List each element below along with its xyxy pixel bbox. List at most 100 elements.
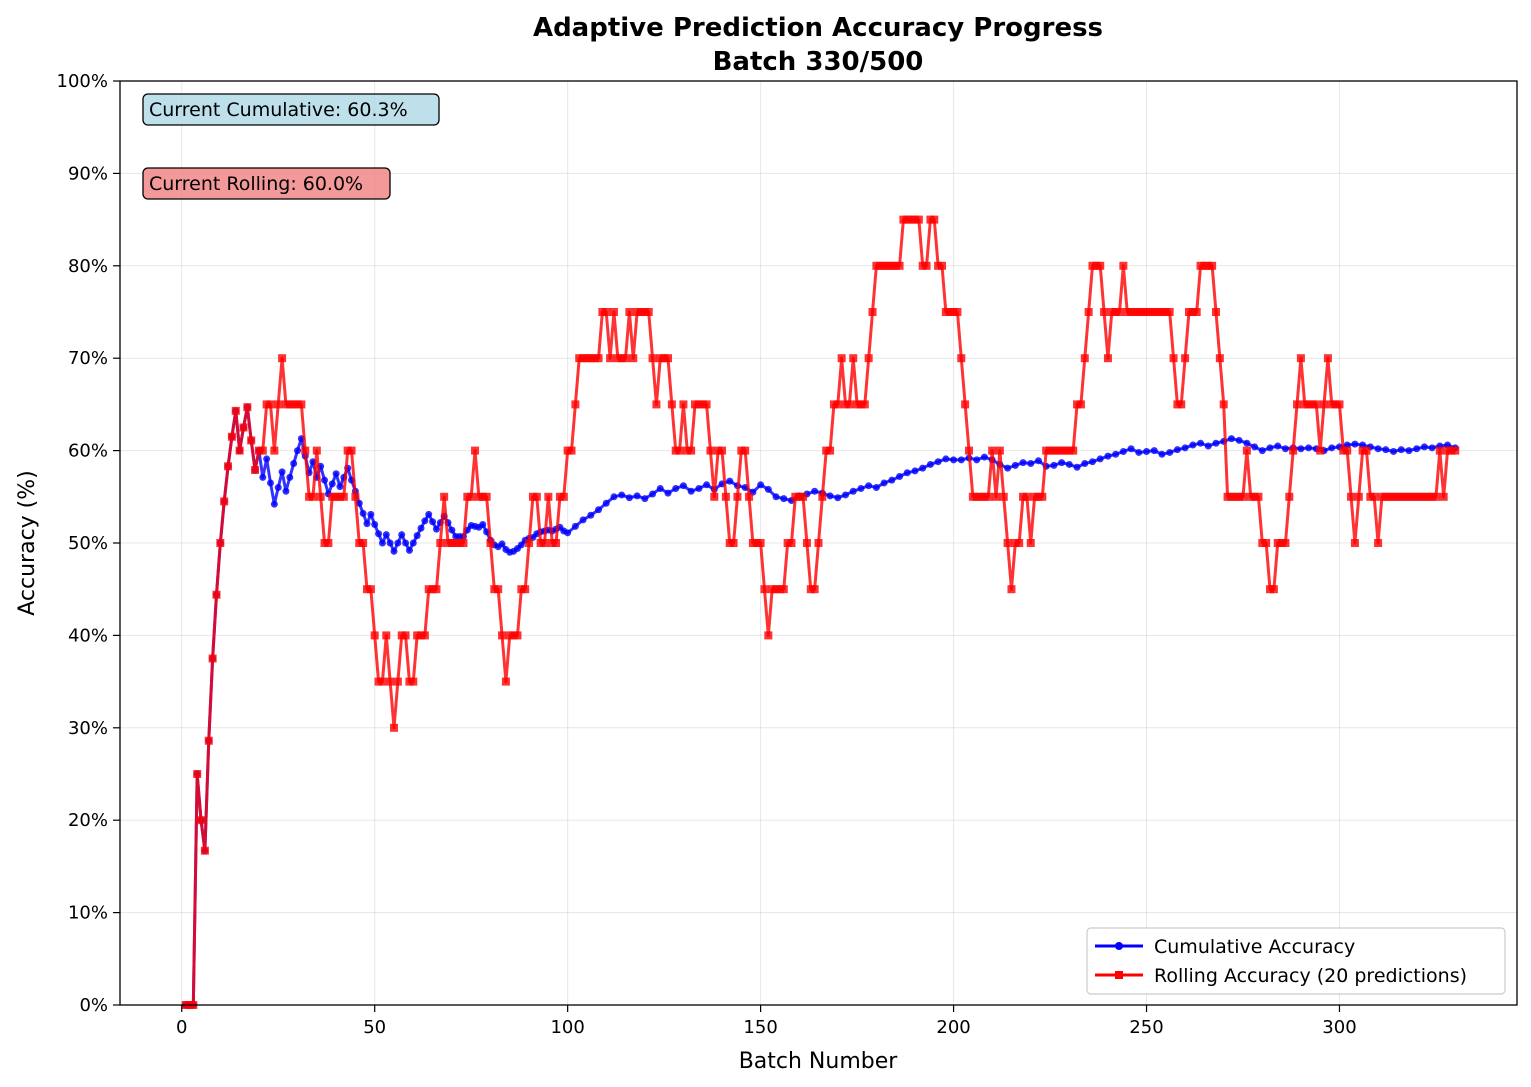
rolling-point [1335,400,1344,409]
cumulative-point [842,491,850,499]
rolling-point [382,631,391,640]
cumulative-point [267,479,275,487]
rolling-point [409,677,418,686]
cumulative-point [973,456,981,464]
rolling-point [216,539,225,547]
cumulative-point [259,473,267,481]
rolling-point [606,354,615,363]
cumulative-point [290,460,298,468]
rolling-point [501,677,510,686]
cumulative-point [633,492,641,500]
cumulative-point [371,521,379,529]
cumulative-point [378,539,386,547]
rolling-point [1069,446,1078,455]
cumulative-point [1297,445,1305,453]
rolling-point [486,539,495,547]
cumulative-point [1397,446,1405,454]
rolling-point [308,492,317,501]
y-tick-label: 100% [57,71,108,92]
chart-title: Adaptive Prediction Accuracy Progress [533,13,1103,43]
rolling-point [1431,492,1440,501]
rolling-point [845,400,854,409]
rolling-point [227,432,236,441]
cumulative-point [1150,447,1158,455]
cumulative-point [1382,446,1390,454]
y-tick-label: 20% [68,810,108,831]
rolling-point [301,446,310,455]
rolling-point [339,492,348,501]
rolling-point [552,539,561,547]
chart-subtitle: Batch 330/500 [713,47,924,77]
rolling-point [1289,446,1298,455]
cumulative-point [579,516,587,524]
rolling-point [247,436,256,445]
cumulative-point [390,547,398,555]
cumulative-point [1143,448,1151,456]
x-tick-label: 0 [176,1017,187,1038]
rolling-point [386,677,395,686]
cumulative-point [359,509,367,517]
cumulative-point [772,493,780,501]
rolling-point [818,492,827,501]
y-axis: 0% 10% 20% 30% 40% 50% 60% 70% 80% 90% 100% [57,71,120,1016]
cumulative-point [757,481,765,489]
cumulative-point [1420,443,1428,451]
legend-box [1086,927,1506,995]
y-tick-label: 40% [68,625,108,646]
rolling-annotation: Current Rolling: 60.0% [142,167,391,200]
cumulative-annotation: Current Cumulative: 60.3% [142,93,440,126]
cumulative-point [926,460,934,468]
rolling-point [675,446,684,455]
rolling-point [1215,354,1224,363]
cumulative-point [695,484,703,492]
rolling-point [729,539,738,547]
rolling-point [1165,308,1174,316]
rolling-point [274,400,283,409]
cumulative-point [919,464,927,472]
cumulative-point [270,500,278,508]
cumulative-point [294,447,302,455]
legend-rolling-label: Rolling Accuracy (20 predictions) [1154,965,1467,987]
rolling-point [251,466,260,475]
rolling-point [1015,539,1024,547]
cumulative-point [321,476,329,484]
rolling-point [802,539,811,547]
cumulative-point [888,476,896,484]
rolling-point [1285,492,1294,501]
rolling-point [1096,261,1105,270]
rolling-annotation-box [142,167,391,200]
rolling-point [1350,539,1359,547]
rolling-point [652,400,661,409]
rolling-point [667,400,676,409]
rolling-point [1343,446,1352,455]
cumulative-point [942,455,950,463]
rolling-point [1269,585,1278,594]
x-tick-label: 50 [363,1017,386,1038]
rolling-point [814,539,823,547]
cumulative-point [1058,459,1066,467]
cumulative-point [1251,443,1259,451]
cumulative-point [498,540,506,548]
rolling-point [235,446,244,455]
cumulative-point [911,467,919,475]
cumulative-point [1227,435,1235,443]
rolling-point [745,492,754,501]
rolling-point [239,423,248,432]
legend-rolling-marker [1115,971,1123,979]
cumulative-point [429,518,437,526]
cumulative-point [1034,457,1042,465]
cumulative-point [625,494,633,502]
cumulative-point [641,495,649,503]
cumulative-point [405,546,413,554]
cumulative-point [1212,439,1220,447]
rolling-point [826,446,835,455]
rolling-point [721,492,730,501]
rolling-point [860,400,869,409]
rolling-point [644,308,653,316]
rolling-point [1242,446,1251,455]
y-tick-label: 0% [79,995,108,1016]
rolling-point [760,585,769,594]
rolling-point [567,446,576,455]
rolling-point [1181,354,1190,363]
